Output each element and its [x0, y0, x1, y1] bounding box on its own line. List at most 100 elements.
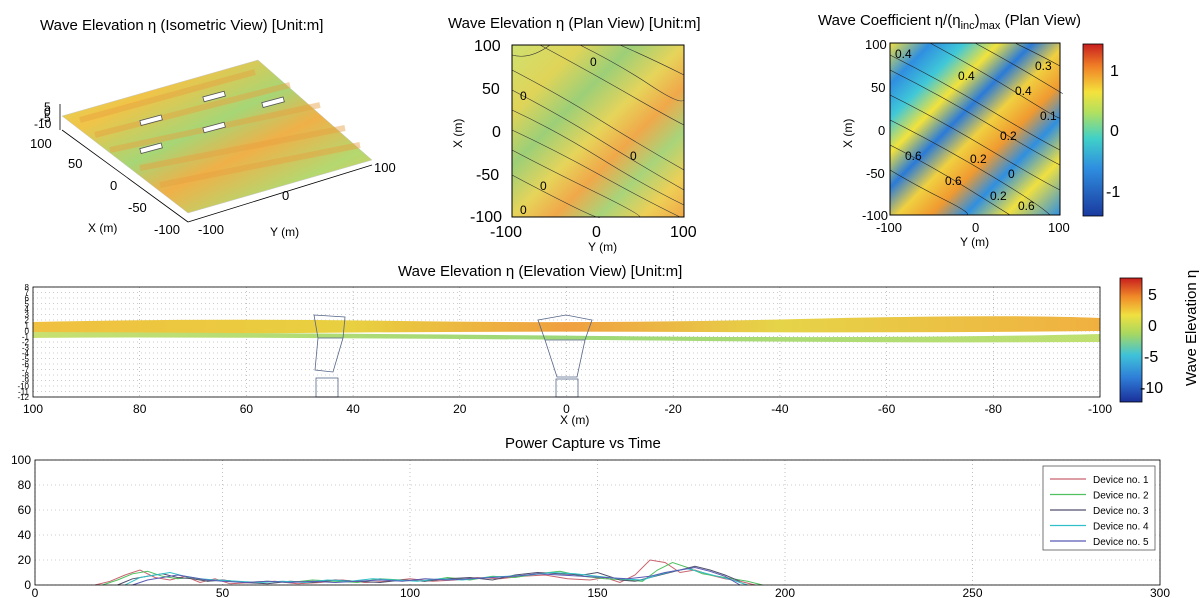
- plan-contour-fill: [512, 45, 684, 217]
- plan-title: Wave Elevation η (Plan View) [Unit:m]: [448, 15, 701, 32]
- coef-y-tick: 100: [865, 37, 887, 52]
- power-legend: Device no. 1 Device no. 2 Device no. 3 Devi…: [1042, 465, 1156, 551]
- elev-colorbar: [1119, 277, 1143, 403]
- iso-z-tick: -10: [34, 117, 52, 131]
- iso-title: Wave Elevation η (Isometric View) [Unit:…: [40, 17, 323, 34]
- plan-x-tick: -100: [490, 224, 522, 241]
- isometric-view-chart: Wave Elevation η (Isometric View) [Unit:…: [30, 17, 396, 239]
- coef-colorbar-tick: 0: [1110, 123, 1119, 140]
- coef-x-ticks: -100 0 100: [876, 220, 1070, 235]
- coef-contour-label: 0.6: [905, 149, 922, 163]
- elev-x-tick: -80: [985, 402, 1003, 416]
- elev-x-tick: 60: [240, 402, 254, 416]
- power-series-group: [94, 559, 763, 586]
- iso-x-label: X (m): [88, 221, 117, 235]
- plan-x-tick: 100: [670, 224, 697, 241]
- plan-contour-label: 0: [630, 149, 637, 163]
- elev-colorbar-ticks: 5 0 -5 -10: [1140, 287, 1163, 397]
- power-x-tick: 200: [775, 586, 795, 598]
- power-x-tick: 300: [1150, 586, 1170, 598]
- coef-contour-label: 0.2: [1000, 129, 1017, 143]
- plan-y-tick: 0: [492, 124, 501, 141]
- elev-x-tick: -20: [665, 402, 683, 416]
- coef-contour-label: 0.6: [945, 174, 962, 188]
- elev-wave-band-lower: [33, 332, 1100, 343]
- power-title: Power Capture vs Time: [505, 435, 661, 452]
- coef-contour-label: 0.2: [970, 152, 987, 166]
- coef-contour-label: 0.4: [958, 69, 975, 83]
- elev-y-tick: -9: [22, 377, 30, 386]
- plan-y-label: X (m): [451, 119, 465, 148]
- elev-colorbar-tick: -10: [1140, 380, 1163, 397]
- iso-devices: [139, 90, 285, 154]
- coef-y-tick: 0: [878, 123, 885, 138]
- plan-x-ticks: -100 0 100: [490, 224, 697, 241]
- power-frame: [34, 459, 1161, 586]
- coef-contour-lines: [889, 42, 1063, 216]
- elev-y-tick: -2: [22, 338, 30, 347]
- elev-y-tick: -5: [22, 355, 30, 364]
- power-series-line: [117, 565, 741, 586]
- iso-x-tick: 0: [110, 178, 117, 193]
- plan-x-label: Y (m): [588, 240, 617, 254]
- plan-y-tick: 50: [482, 81, 500, 98]
- plan-contour-label: 0: [520, 89, 527, 103]
- elev-y-tick: -11: [18, 388, 30, 397]
- coef-y-label: X (m): [841, 119, 855, 148]
- plan-y-ticks: 100 50 0 -50 -100: [470, 38, 502, 226]
- coef-contour-label: 0.1: [1040, 109, 1057, 123]
- elev-colorbar-tick: 0: [1148, 318, 1157, 335]
- elev-title: Wave Elevation η (Elevation View) [Unit:…: [398, 263, 682, 280]
- elev-colorbar-tick: 5: [1148, 287, 1157, 304]
- elev-y-tick: 7: [25, 289, 30, 298]
- iso-y-tick: 100: [374, 160, 396, 175]
- elev-x-tick: 100: [23, 402, 43, 416]
- coef-contour-label: 0.2: [990, 189, 1007, 203]
- plan-y-tick: -100: [470, 209, 502, 226]
- iso-y-tick: -100: [198, 222, 224, 237]
- power-y-tick: 100: [11, 453, 31, 467]
- coef-contour-label: 0.3: [1035, 59, 1052, 73]
- plan-y-tick: 100: [474, 38, 501, 55]
- elev-y-tick: 4: [25, 305, 30, 314]
- elev-y-tick: 2: [25, 316, 30, 325]
- elev-x-label: X (m): [560, 413, 589, 427]
- coef-x-label: Y (m): [960, 235, 989, 249]
- elev-y-tick: 6: [25, 294, 30, 303]
- legend-label: Device no. 3: [1093, 506, 1149, 517]
- legend-label: Device no. 5: [1093, 537, 1149, 548]
- elev-y-tick: -3: [22, 344, 30, 353]
- coef-frame: [889, 42, 1061, 216]
- elev-x-ticks: 100 80 60 40 20 0 -20 -40 -60 -80 -100: [23, 402, 1112, 416]
- iso-x-ticks: 100 50 0 -50 -100: [30, 136, 180, 237]
- coef-colorbar-ticks: 1 0 -1: [1106, 63, 1120, 201]
- elev-y-tick: -4: [22, 349, 30, 358]
- coef-y-tick: 50: [871, 80, 885, 95]
- coef-y-ticks: 100 50 0 -50 -100: [862, 37, 888, 223]
- elev-y-tick: -8: [22, 371, 30, 380]
- power-x-tick: 100: [400, 586, 420, 598]
- plan-contour-labels: 0 0 0 0 0: [520, 55, 637, 217]
- iso-surface: [61, 59, 373, 214]
- elev-y-tick: -1: [22, 333, 30, 342]
- iso-x-tick: 100: [30, 136, 52, 151]
- legend-label: Device no. 4: [1093, 522, 1149, 533]
- elev-x-tick: -100: [1088, 402, 1112, 416]
- coef-contour-label: 0.4: [895, 47, 912, 61]
- power-x-tick: 150: [587, 586, 607, 598]
- iso-z-tick: 0: [44, 105, 51, 119]
- iso-z-tick: 5: [44, 100, 51, 114]
- plan-y-tick: -50: [476, 167, 499, 184]
- power-y-ticks: 0 20 40 60 80 100: [11, 453, 31, 592]
- legend-items: Device no. 1 Device no. 2 Device no. 3 Devi…: [1050, 475, 1149, 548]
- power-series-line: [132, 566, 741, 586]
- coef-y-tick: -50: [866, 166, 885, 181]
- legend-box: [1042, 465, 1156, 551]
- iso-y-tick: 0: [282, 188, 289, 203]
- power-y-tick: 0: [24, 578, 31, 592]
- elev-y-tick: -10: [17, 382, 29, 391]
- iso-z-tick: -5: [40, 111, 51, 125]
- plan-contour-label: 0: [520, 203, 527, 217]
- elev-y-tick: -7: [22, 366, 30, 375]
- coef-y-tick: -100: [862, 208, 888, 223]
